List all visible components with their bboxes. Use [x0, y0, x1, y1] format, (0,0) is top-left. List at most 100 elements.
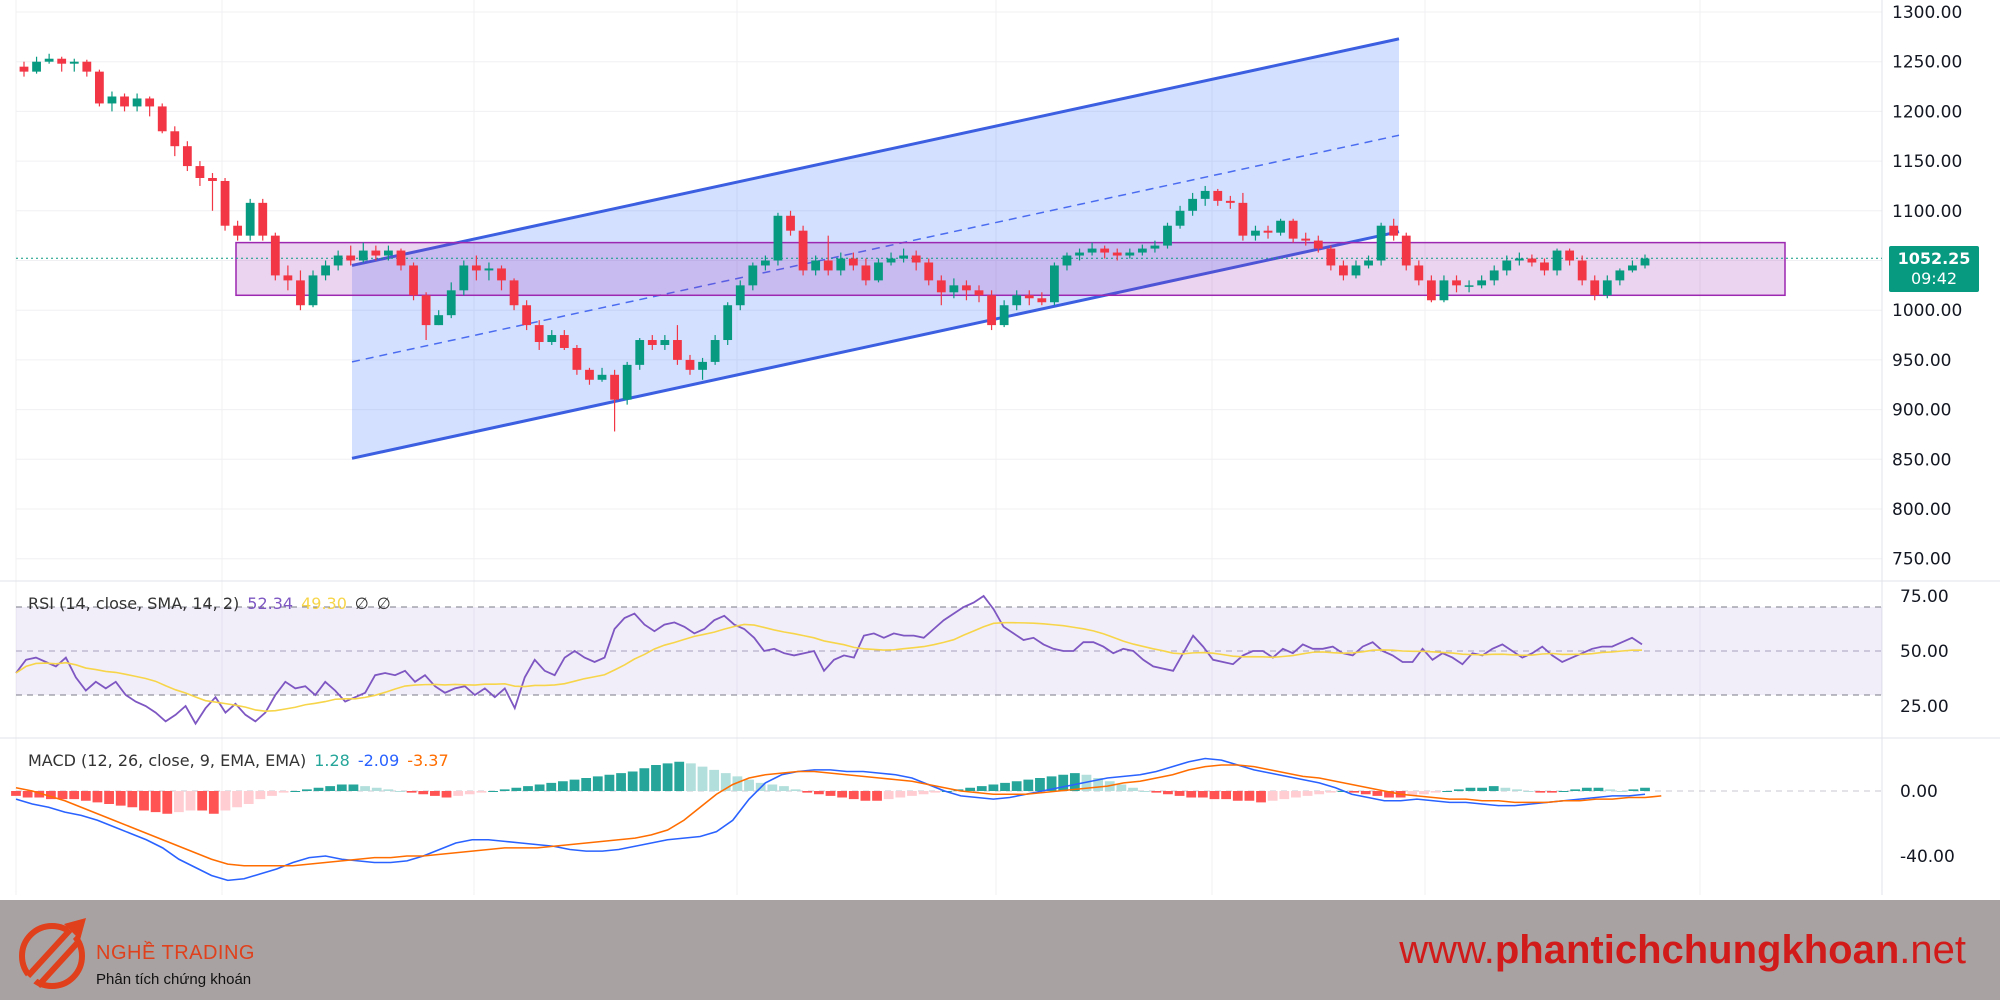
candle-body	[811, 260, 821, 271]
candle-body	[1439, 280, 1449, 301]
candle-body	[384, 250, 393, 256]
candle-body	[1326, 248, 1336, 266]
macd-hist-bar	[592, 776, 603, 791]
macd-hist-bar	[348, 784, 359, 791]
candle-body	[660, 340, 670, 345]
macd-hist-bar	[767, 784, 778, 791]
candle-body	[585, 369, 594, 380]
macd-hist-bar	[627, 771, 638, 791]
rsi-legend[interactable]: RSI (14, close, SMA, 14, 2) 52.34 49.30 ∅ ∅	[28, 594, 399, 613]
candle-body	[371, 250, 381, 256]
candle-body	[446, 290, 456, 316]
macd-hist-bar	[1302, 791, 1313, 796]
candle-body	[270, 235, 280, 276]
macd-hist-bar	[185, 791, 196, 811]
macd-hist-bar	[1325, 791, 1336, 793]
macd-hist-bar	[243, 791, 254, 804]
macd-hist-bar	[1221, 791, 1232, 800]
macd-hist-bar	[883, 791, 894, 800]
macd-hist-bar	[872, 791, 882, 801]
price-chart[interactable]: 1300.00 1250.00 1200.00 1150.00 1100.00 1000.…	[0, 0, 2000, 900]
candle-body	[1615, 270, 1625, 281]
macd-hist-bar	[174, 791, 184, 813]
bar-countdown: 09:42	[1910, 269, 1958, 288]
macd-legend[interactable]: MACD (12, 26, close, 9, EMA, EMA) 1.28 -2.…	[28, 751, 457, 770]
candle-body	[999, 305, 1009, 326]
price-tick-label: 950.00	[1892, 351, 1951, 371]
website-link[interactable]: www.phantichchungkhoan.net	[1399, 928, 1966, 973]
candle-body	[1276, 220, 1285, 233]
candle-body	[1364, 260, 1373, 266]
macd-hist-bar	[383, 789, 394, 791]
candle-body	[82, 61, 92, 72]
macd-hist-bar	[80, 791, 91, 801]
macd-hist-bar	[1244, 791, 1255, 801]
macd-hist-bar	[1069, 773, 1080, 791]
price-tick-label: 1000.00	[1892, 301, 1962, 321]
candle-body	[1527, 258, 1537, 263]
macd-hist-bar	[511, 787, 522, 791]
candle-body	[1263, 230, 1273, 233]
candle-body	[1401, 235, 1411, 266]
macd-tick-label: 0.00	[1900, 782, 1938, 802]
macd-hist-bar	[255, 791, 266, 800]
macd-hist-bar	[127, 791, 138, 808]
candle-body	[208, 177, 217, 181]
candle-body	[572, 347, 582, 370]
macd-hist-bar	[569, 779, 580, 791]
macd-hist-bar	[139, 791, 149, 811]
candle-body	[32, 61, 41, 72]
candle-body	[1590, 280, 1600, 296]
macd-hist-legend-value: 1.28	[314, 751, 350, 770]
macd-hist-bar	[406, 791, 417, 793]
candle-body	[522, 305, 532, 326]
candle-body	[145, 98, 155, 107]
brand-name: NGHỀ TRADING	[96, 942, 255, 964]
candle-body	[874, 262, 883, 281]
price-tick-label: 750.00	[1892, 550, 1951, 570]
macd-hist-bar	[674, 761, 685, 791]
macd-hist-bar	[1581, 787, 1592, 791]
macd-hist-bar	[1384, 791, 1394, 798]
macd-hist-bar	[930, 791, 941, 793]
candle-body	[647, 340, 657, 345]
candle-body	[848, 258, 858, 266]
macd-hist-bar	[453, 791, 464, 796]
candle-body	[94, 71, 104, 104]
candle-body	[836, 258, 846, 271]
macd-hist-bar	[918, 791, 929, 795]
candle-body	[1163, 225, 1172, 246]
macd-hist-bar	[732, 776, 743, 791]
candle-body	[786, 215, 795, 231]
macd-hist-bar	[534, 784, 545, 791]
channel-lower-line	[351, 230, 1400, 460]
candle-body	[698, 361, 707, 370]
candle-body	[333, 255, 343, 266]
candle-body	[358, 250, 368, 261]
macd-hist-bar	[1011, 781, 1022, 791]
macd-hist-bar	[1500, 787, 1511, 791]
macd-hist-bar	[150, 791, 161, 813]
candle-body	[597, 374, 607, 380]
macd-hist-bar	[1151, 791, 1162, 793]
candle-body	[459, 265, 469, 291]
candle-body	[1414, 265, 1424, 281]
macd-hist-bar	[476, 791, 487, 793]
macd-hist-bar	[429, 791, 440, 796]
macd-hist-bar	[988, 784, 999, 791]
candle-body	[471, 265, 481, 271]
macd-hist-bar	[1616, 791, 1627, 792]
candle-body	[559, 335, 569, 348]
macd-hist-bar	[1453, 789, 1464, 791]
candle-body	[1288, 220, 1298, 239]
candle-body	[635, 340, 645, 365]
macd-hist-bar	[523, 786, 533, 791]
macd-line-legend-value: -2.09	[357, 751, 400, 770]
macd-hist-bar	[290, 791, 301, 792]
macd-hist-bar	[1360, 791, 1371, 795]
candle-body	[57, 58, 67, 64]
candle-body	[685, 359, 695, 370]
candle-body	[182, 146, 192, 167]
macd-hist-bar	[1046, 776, 1057, 791]
macd-hist-bar	[325, 786, 336, 791]
